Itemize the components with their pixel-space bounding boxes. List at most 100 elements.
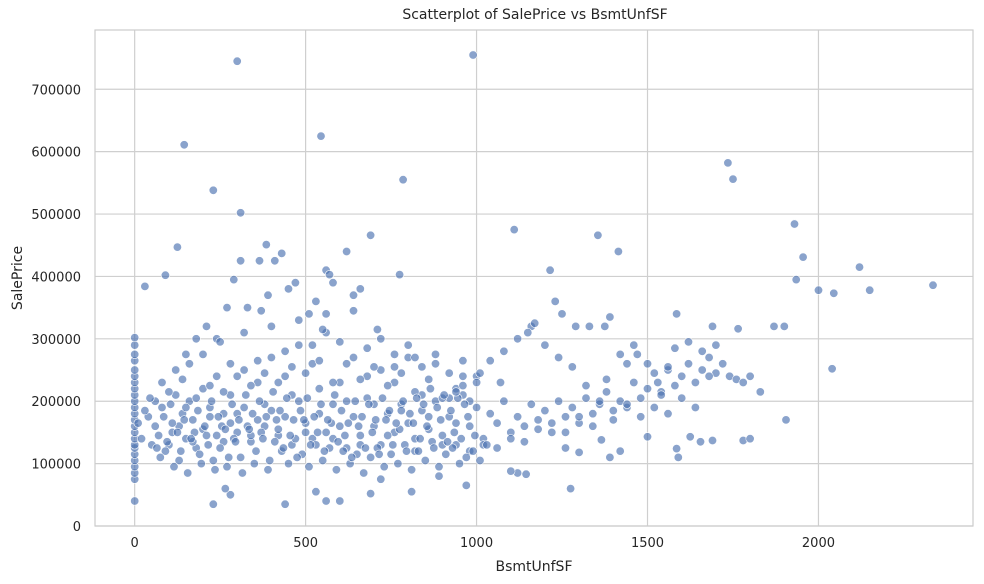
y-tick-label: 300000 (31, 333, 81, 348)
data-point (389, 362, 399, 372)
data-point (253, 415, 263, 425)
data-point (248, 409, 258, 419)
data-point (301, 427, 311, 437)
data-point (157, 377, 167, 387)
data-point (225, 359, 235, 369)
data-point (442, 437, 452, 447)
data-point (229, 275, 239, 285)
data-point (335, 496, 345, 506)
data-point (371, 415, 381, 425)
data-point (492, 443, 502, 453)
data-point (540, 406, 550, 416)
data-point (261, 412, 271, 422)
data-point (150, 421, 160, 431)
data-point (653, 377, 663, 387)
data-point (600, 321, 610, 331)
data-point (755, 387, 765, 397)
data-point (396, 406, 406, 416)
data-point (622, 359, 632, 369)
y-tick-label: 500000 (31, 208, 81, 223)
data-point (733, 324, 743, 334)
data-point (203, 440, 213, 450)
data-point (335, 421, 345, 431)
data-point (451, 387, 461, 397)
data-point (154, 430, 164, 440)
y-tick-label: 0 (73, 520, 81, 535)
data-point (403, 340, 413, 350)
data-point (328, 377, 338, 387)
data-point (140, 406, 150, 416)
data-point (499, 396, 509, 406)
data-point (333, 437, 343, 447)
data-point (160, 446, 170, 456)
data-point (396, 368, 406, 378)
data-point (239, 365, 249, 375)
data-point (167, 418, 177, 428)
data-point (672, 444, 682, 454)
data-point (283, 284, 293, 294)
data-point (318, 455, 328, 465)
plot-frame (94, 29, 974, 527)
chart-title: Scatterplot of SalePrice vs BsmtUnfSF (402, 7, 667, 23)
data-point (178, 374, 188, 384)
data-point (683, 359, 693, 369)
data-point (283, 459, 293, 469)
data-point (829, 288, 839, 298)
data-point (410, 352, 420, 362)
data-point (550, 296, 560, 306)
data-point (145, 393, 155, 403)
data-point (202, 321, 212, 331)
data-point (202, 430, 212, 440)
data-point (220, 424, 230, 434)
data-point (208, 499, 218, 509)
data-point (258, 434, 268, 444)
data-point (324, 270, 334, 280)
data-point (437, 430, 447, 440)
data-point (232, 56, 242, 66)
data-point (605, 452, 615, 462)
data-point (622, 399, 632, 409)
data-point (567, 362, 577, 372)
data-point (225, 490, 235, 500)
data-point (191, 393, 201, 403)
data-point (304, 309, 314, 319)
data-point (697, 365, 707, 375)
data-point (723, 158, 733, 168)
data-point (601, 374, 611, 384)
data-point (251, 446, 261, 456)
data-point (354, 421, 364, 431)
data-point (509, 225, 519, 235)
data-point (255, 256, 265, 266)
scatter-points (130, 50, 938, 509)
data-point (184, 359, 194, 369)
data-point (253, 356, 263, 366)
data-point (227, 399, 237, 409)
x-tick-label: 1000 (460, 536, 493, 551)
data-point (429, 443, 439, 453)
y-tick-label: 700000 (31, 83, 81, 98)
y-tick-label: 200000 (31, 395, 81, 410)
data-point (215, 443, 225, 453)
data-point (388, 440, 398, 450)
data-point (137, 434, 147, 444)
data-point (342, 359, 352, 369)
data-point (273, 424, 283, 434)
data-point (130, 333, 140, 343)
data-point (465, 421, 475, 431)
data-point (357, 412, 367, 422)
data-point (336, 406, 346, 416)
data-point (157, 402, 167, 412)
data-point (451, 418, 461, 428)
data-point (280, 346, 290, 356)
data-point (183, 468, 193, 478)
data-point (294, 340, 304, 350)
data-point (162, 437, 172, 447)
data-point (670, 343, 680, 353)
grid-lines (95, 30, 973, 527)
data-point (430, 349, 440, 359)
data-point (130, 496, 140, 506)
data-point (239, 402, 249, 412)
data-point (309, 412, 319, 422)
data-point (342, 247, 352, 257)
data-point (540, 340, 550, 350)
